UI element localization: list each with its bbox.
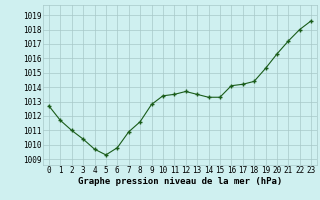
X-axis label: Graphe pression niveau de la mer (hPa): Graphe pression niveau de la mer (hPa) [78, 177, 282, 186]
